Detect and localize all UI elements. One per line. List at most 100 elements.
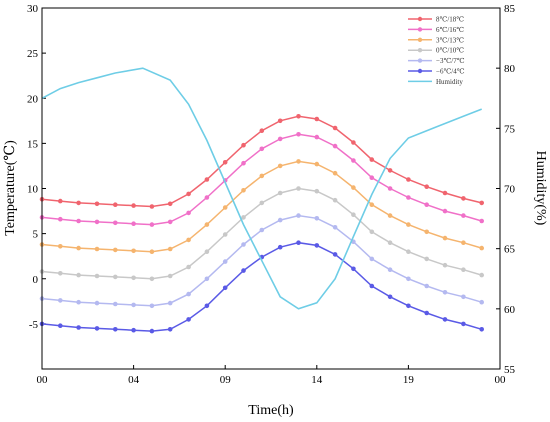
data-point	[204, 195, 210, 200]
data-point	[76, 299, 81, 305]
data-point	[461, 267, 466, 273]
data-point	[406, 195, 411, 200]
data-point	[277, 244, 283, 250]
x-tick-label: 19	[403, 374, 415, 386]
legend-entry: −3℃/7℃	[408, 57, 465, 65]
legend-marker	[417, 48, 423, 53]
left-y-tick-label: 10	[27, 184, 39, 196]
data-point	[442, 317, 448, 322]
data-point	[424, 310, 430, 316]
data-point	[332, 143, 338, 149]
data-point	[58, 298, 63, 303]
data-point	[222, 259, 228, 264]
data-point	[94, 326, 100, 331]
data-point	[241, 160, 246, 166]
data-point	[442, 208, 448, 214]
data-point	[94, 201, 100, 207]
data-point	[204, 303, 210, 309]
legend-entry: Humidity	[408, 78, 463, 86]
data-point	[369, 175, 375, 180]
data-point	[424, 229, 430, 235]
data-point	[204, 177, 210, 182]
legend-entry: −6℃/4℃	[408, 68, 465, 76]
legend-entry: 0℃/10℃	[408, 47, 464, 55]
data-point	[479, 327, 485, 332]
data-point	[424, 184, 430, 189]
data-point	[113, 247, 118, 253]
data-point	[76, 272, 81, 278]
data-point	[149, 249, 155, 254]
data-point	[442, 190, 448, 196]
data-point	[296, 132, 301, 137]
data-point	[94, 300, 100, 306]
series-3	[39, 159, 485, 254]
data-point	[113, 202, 118, 207]
data-point	[461, 213, 466, 218]
data-point	[461, 321, 466, 327]
data-point	[76, 218, 81, 224]
data-point	[186, 191, 191, 197]
data-point	[259, 146, 265, 152]
series-6	[39, 240, 485, 334]
legend-label: −6℃/4℃	[436, 68, 465, 76]
data-point	[94, 246, 100, 252]
data-point	[387, 294, 393, 300]
x-tick-label: 04	[128, 374, 140, 386]
data-point	[296, 240, 301, 245]
data-point	[369, 229, 375, 235]
data-point	[332, 252, 338, 257]
data-point	[461, 294, 466, 300]
data-point	[186, 291, 191, 297]
data-point	[351, 266, 356, 272]
data-point	[296, 114, 301, 119]
left-y-tick-label: 20	[27, 93, 39, 105]
data-point	[277, 136, 283, 142]
data-point	[76, 200, 81, 206]
series-line	[41, 67, 482, 310]
data-point	[277, 163, 283, 169]
data-point	[369, 283, 375, 289]
left-y-tick-label: 15	[27, 138, 39, 150]
data-point	[222, 285, 228, 291]
data-point	[204, 276, 210, 282]
data-point	[222, 205, 228, 210]
data-point	[204, 222, 210, 227]
data-point	[58, 323, 63, 329]
data-point	[76, 325, 81, 330]
data-point	[406, 249, 411, 254]
data-point	[351, 185, 356, 190]
data-point	[424, 283, 430, 289]
series-layer	[39, 67, 485, 334]
data-point	[406, 222, 411, 227]
data-point	[296, 213, 301, 218]
data-point	[131, 275, 136, 281]
data-point	[241, 242, 246, 247]
data-point	[387, 240, 393, 245]
data-point	[131, 327, 136, 333]
data-point	[131, 203, 136, 208]
data-point	[442, 235, 448, 241]
data-point	[351, 158, 356, 163]
right-y-axis-title: Humidity(%)	[533, 151, 548, 226]
legend-marker	[417, 27, 423, 32]
legend-entry: 3℃/13℃	[408, 36, 464, 44]
x-tick-label: 00	[495, 374, 507, 386]
data-point	[277, 217, 283, 223]
data-point	[314, 243, 320, 248]
data-point	[332, 170, 338, 176]
data-point	[406, 276, 411, 282]
data-point	[222, 232, 228, 237]
data-point	[149, 303, 155, 309]
data-point	[387, 186, 393, 191]
data-point	[461, 240, 466, 245]
data-point	[406, 177, 411, 182]
data-point	[259, 173, 265, 179]
data-point	[332, 225, 338, 230]
right-y-tick-label: 80	[504, 63, 516, 75]
right-y-tick-label: 75	[504, 123, 516, 135]
data-point	[424, 202, 430, 207]
data-point	[167, 219, 173, 225]
data-point	[461, 196, 466, 201]
data-point	[167, 201, 173, 207]
